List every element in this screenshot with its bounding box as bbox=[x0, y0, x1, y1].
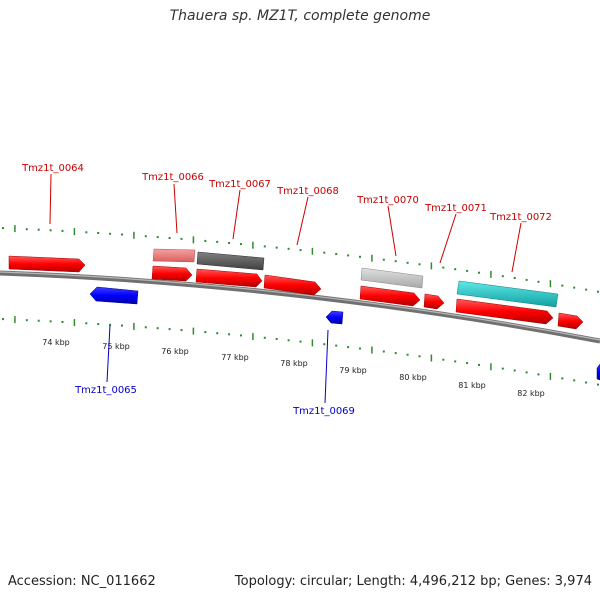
gene-label-0068[interactable]: Tmz1t_0068 bbox=[276, 186, 339, 197]
leader-0069 bbox=[324, 329, 329, 404]
gene-0065-arrow[interactable] bbox=[89, 286, 139, 305]
gene-label-0067[interactable]: Tmz1t_0067 bbox=[208, 179, 271, 190]
gene-edge-arrow[interactable] bbox=[596, 363, 600, 381]
scale-label-81: 81 kbp bbox=[458, 381, 486, 390]
scale-label-80: 80 kbp bbox=[399, 373, 427, 382]
scale-label-82: 82 kbp bbox=[517, 389, 545, 398]
scale-label-74: 74 kbp bbox=[42, 338, 70, 347]
leader-0065 bbox=[106, 324, 111, 383]
leader-0070 bbox=[387, 205, 397, 257]
gene-0072-arrow[interactable] bbox=[455, 298, 554, 325]
leader-0067 bbox=[232, 189, 241, 240]
inner-grid-ticks bbox=[2, 316, 599, 386]
gene-features bbox=[8, 248, 600, 381]
scale-label-78: 78 kbp bbox=[280, 359, 308, 368]
gene-labels: Tmz1t_0064 Tmz1t_0066 Tmz1t_0067 Tmz1t_0… bbox=[21, 163, 552, 417]
gene-label-0064[interactable]: Tmz1t_0064 bbox=[21, 163, 84, 174]
gene-0070-arrow[interactable] bbox=[359, 285, 421, 307]
accession-text: Accession: NC_011662 bbox=[8, 574, 156, 589]
outer-grid-ticks bbox=[2, 225, 599, 293]
gene-0071-arrow[interactable] bbox=[423, 293, 445, 310]
scale-labels: 74 kbp 75 kbp 76 kbp 77 kbp 78 kbp 79 kb… bbox=[42, 338, 545, 398]
map-title: Thauera sp. MZ1T, complete genome bbox=[169, 8, 431, 24]
genome-summary-text: Topology: circular; Length: 4,496,212 bp… bbox=[234, 574, 592, 589]
gene-0073-arrow[interactable] bbox=[557, 312, 584, 330]
leader-0071 bbox=[439, 213, 457, 264]
gene-0064-arrow[interactable] bbox=[8, 255, 86, 273]
gene-label-0071[interactable]: Tmz1t_0071 bbox=[424, 203, 487, 214]
gene-0067-arrow[interactable] bbox=[195, 268, 263, 288]
gene-0066-arrow[interactable] bbox=[151, 265, 193, 282]
scale-label-75: 75 kbp bbox=[102, 342, 130, 351]
leader-0066 bbox=[173, 183, 178, 234]
gene-0070-bar[interactable] bbox=[360, 267, 424, 289]
gene-label-0072[interactable]: Tmz1t_0072 bbox=[489, 212, 552, 223]
gene-label-0066[interactable]: Tmz1t_0066 bbox=[141, 172, 204, 183]
leader-0072 bbox=[511, 222, 522, 273]
leader-0068 bbox=[296, 196, 309, 246]
gene-0072-bar[interactable] bbox=[456, 280, 559, 308]
scale-label-77: 77 kbp bbox=[221, 353, 249, 362]
gene-label-0070[interactable]: Tmz1t_0070 bbox=[356, 195, 419, 206]
label-leaders bbox=[49, 173, 522, 404]
gene-0067-bar[interactable] bbox=[196, 251, 265, 271]
gene-0069-arrow[interactable] bbox=[325, 310, 344, 325]
gene-0068-arrow[interactable] bbox=[263, 274, 322, 296]
leader-0064 bbox=[49, 173, 52, 225]
gene-label-0069[interactable]: Tmz1t_0069 bbox=[292, 406, 355, 417]
scale-label-76: 76 kbp bbox=[161, 347, 189, 356]
gene-0066-bar[interactable] bbox=[152, 248, 196, 263]
genome-backbone bbox=[0, 270, 600, 344]
scale-label-79: 79 kbp bbox=[339, 366, 367, 375]
gene-label-0065[interactable]: Tmz1t_0065 bbox=[74, 385, 137, 396]
